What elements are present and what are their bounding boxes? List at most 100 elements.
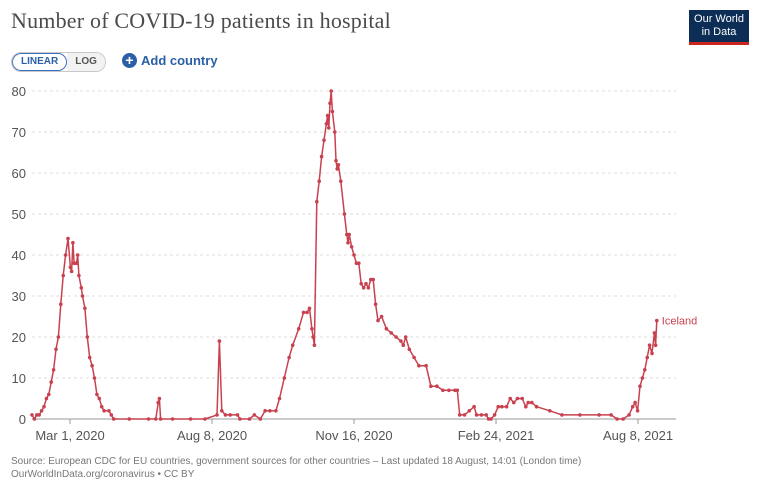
data-point xyxy=(407,347,412,352)
data-point xyxy=(329,89,334,93)
data-point xyxy=(80,294,85,298)
y-tick-label-30: 30 xyxy=(12,289,26,304)
data-point xyxy=(609,413,613,417)
data-point xyxy=(560,413,564,417)
data-point xyxy=(645,355,649,360)
data-point xyxy=(99,404,104,409)
log-scale-button[interactable]: LOG xyxy=(67,53,105,71)
data-point xyxy=(359,281,364,286)
data-point xyxy=(66,236,70,241)
x-tick-label-3: Feb 24, 2021 xyxy=(458,428,535,443)
owid-logo[interactable]: Our World in Data xyxy=(689,10,749,45)
data-point xyxy=(223,413,228,417)
data-point xyxy=(328,101,332,106)
data-point xyxy=(287,355,291,360)
data-point xyxy=(44,396,49,401)
data-point xyxy=(109,413,114,417)
add-country-button[interactable]: + Add country xyxy=(122,53,218,68)
data-point xyxy=(47,392,51,397)
data-point xyxy=(429,384,433,389)
data-point xyxy=(238,417,242,421)
data-point xyxy=(638,384,642,389)
data-point xyxy=(282,376,287,380)
data-point xyxy=(252,413,257,417)
data-point xyxy=(479,413,484,417)
data-point xyxy=(170,417,175,421)
data-point xyxy=(263,409,267,413)
chart-title: Number of COVID-19 patients in hospital xyxy=(11,8,391,33)
data-point xyxy=(424,363,428,368)
data-point xyxy=(235,413,240,417)
data-point xyxy=(317,179,322,183)
data-point xyxy=(315,199,319,204)
data-point xyxy=(330,109,335,114)
data-point xyxy=(327,126,331,130)
data-point xyxy=(371,277,376,282)
data-point xyxy=(366,286,371,290)
data-point xyxy=(630,404,635,409)
logo-line-1: Our World xyxy=(694,13,744,25)
data-point xyxy=(474,413,479,417)
data-point xyxy=(92,376,97,380)
data-point xyxy=(79,286,84,290)
data-point xyxy=(37,413,41,417)
data-point xyxy=(515,396,520,401)
data-point xyxy=(146,417,151,421)
data-point xyxy=(203,417,207,421)
data-point xyxy=(524,404,528,409)
data-point xyxy=(333,130,337,134)
source-note: Source: European CDC for EU countries, g… xyxy=(11,455,751,481)
data-point xyxy=(156,400,160,405)
source-line: Source: European CDC for EU countries, g… xyxy=(11,456,582,467)
plus-circle-icon: + xyxy=(122,53,137,68)
data-point xyxy=(74,261,79,266)
data-point xyxy=(652,331,657,335)
data-point xyxy=(59,302,63,307)
data-point xyxy=(492,413,497,417)
data-point xyxy=(277,396,282,401)
data-point xyxy=(500,404,504,409)
data-point xyxy=(339,179,343,183)
data-point xyxy=(399,339,403,343)
data-point xyxy=(258,417,263,421)
data-point xyxy=(633,400,637,405)
data-point xyxy=(220,409,224,413)
data-point xyxy=(346,240,350,245)
x-tick-label-2: Nov 16, 2020 xyxy=(315,428,392,443)
data-point xyxy=(650,351,654,356)
series-layer: Iceland xyxy=(30,89,697,421)
data-point xyxy=(364,281,368,286)
data-point xyxy=(158,417,163,421)
data-point xyxy=(42,404,46,409)
data-point xyxy=(467,409,472,413)
data-point xyxy=(325,113,330,118)
data-point xyxy=(49,380,53,384)
data-point xyxy=(228,413,232,417)
data-point xyxy=(111,417,116,421)
data-point xyxy=(69,269,74,274)
data-point xyxy=(301,310,306,315)
data-point xyxy=(217,339,222,343)
data-point xyxy=(472,404,476,409)
data-point xyxy=(489,417,493,421)
data-point xyxy=(30,413,34,417)
data-point xyxy=(597,413,601,417)
data-point xyxy=(56,335,61,339)
x-tick-label-0: Mar 1, 2020 xyxy=(35,428,104,443)
y-tick-label-40: 40 xyxy=(12,248,26,263)
data-point xyxy=(75,253,80,257)
data-point xyxy=(508,396,512,401)
data-point xyxy=(462,413,467,417)
x-tick-label-4: Aug 8, 2021 xyxy=(603,428,673,443)
data-point xyxy=(305,310,309,315)
data-point xyxy=(655,318,659,323)
data-point xyxy=(87,355,92,360)
data-point xyxy=(530,400,534,405)
data-point xyxy=(457,413,462,417)
linear-scale-button[interactable]: LINEAR xyxy=(12,53,68,71)
data-point xyxy=(188,417,193,421)
data-point xyxy=(61,273,65,278)
data-point xyxy=(32,417,37,421)
data-point xyxy=(312,343,317,348)
